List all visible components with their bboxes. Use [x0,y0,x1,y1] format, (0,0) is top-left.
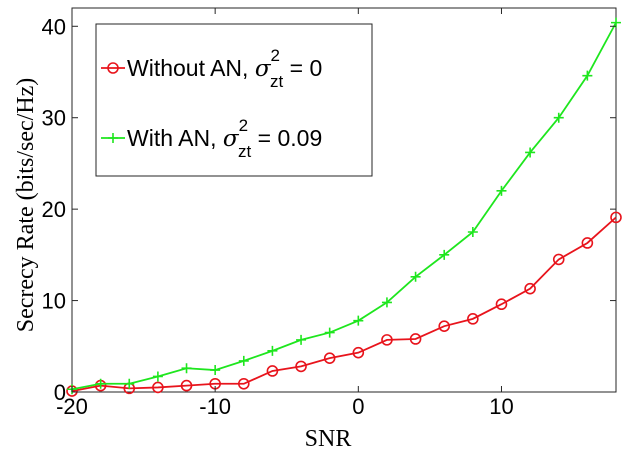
point-marker [553,112,564,123]
x-tick-label: 10 [489,394,513,419]
point-marker [581,237,594,249]
x-tick-label: -20 [56,394,88,419]
point-marker [410,271,421,282]
series-1 [67,17,621,395]
point-marker [323,352,336,364]
y-tick-label: 20 [42,197,66,222]
point-marker [152,381,164,394]
point-marker [124,378,135,389]
point-marker [152,371,163,382]
point-marker [582,70,593,81]
y-tick-label: 30 [42,106,66,131]
legend-marker [108,133,118,143]
point-marker [237,377,250,390]
legend-label-sub: zt [238,142,252,161]
point-marker [238,355,249,366]
point-marker [552,253,565,266]
x-tick-label: -10 [199,394,231,419]
y-tick-label: 10 [42,289,66,314]
legend-label-sub: zt [270,72,284,91]
series-layer [66,17,622,397]
point-marker [525,147,536,158]
point-marker [610,211,622,224]
x-tick-label: 0 [352,394,364,419]
point-marker [381,334,393,346]
legend-label-symbol: σ [223,126,240,152]
legend-label-sup: 2 [271,46,280,65]
legend-label-main: Without AN, [127,55,255,81]
point-marker [266,365,279,377]
point-marker [409,333,422,345]
point-marker [324,327,335,338]
point-marker [381,297,392,308]
point-marker [180,379,193,392]
point-marker [296,334,307,345]
y-axis-label: Secrecy Rate (bits/sec/Hz) [13,78,39,333]
legend-marker [107,62,119,74]
point-marker [295,360,307,373]
point-marker [267,345,278,356]
y-tick-label: 0 [54,380,66,405]
y-tick-label: 40 [42,14,66,39]
legend-box [95,23,373,177]
legend-item-1: With AN, σ2 zt = 0.09 [101,116,322,161]
point-marker [467,227,478,237]
legend-label-tail: = 0.09 [251,125,322,151]
series-line-1 [71,22,617,391]
point-marker [496,185,507,196]
axes-layer: -20 -10 0 10 0 10 20 30 40 [42,8,616,419]
legend-label: With AN, σ2 zt = 0.09 [127,116,322,161]
point-marker [438,320,451,332]
series-0 [66,211,622,397]
point-marker [353,315,364,326]
point-marker [524,282,536,295]
legend-item-0: Without AN, σ2 zt = 0 [101,46,322,91]
x-axis-label: SNR [305,426,352,452]
point-marker [467,313,479,325]
point-marker [95,378,106,389]
point-marker [495,298,508,311]
point-marker [352,346,365,359]
legend-label-main: With AN, [127,125,223,151]
legend-label-tail: = 0 [283,55,322,81]
legend-label-symbol: σ [255,56,272,82]
point-marker [210,365,221,376]
legend-label: Without AN, σ2 zt = 0 [127,46,322,91]
legend-label-sup: 2 [239,116,248,135]
point-marker [439,249,450,260]
point-marker [181,363,192,374]
